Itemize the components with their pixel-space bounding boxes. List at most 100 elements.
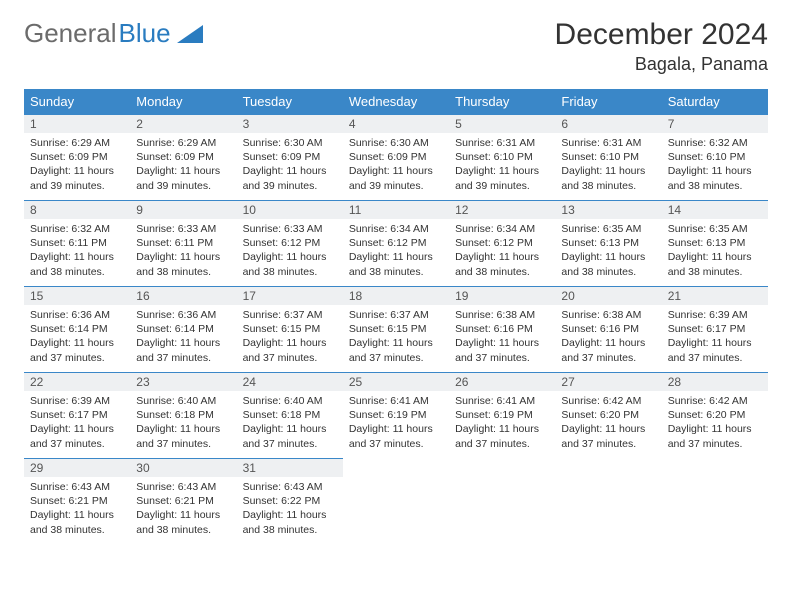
header: GeneralBlue December 2024 Bagala, Panama: [24, 18, 768, 75]
calendar-cell: 30Sunrise: 6:43 AMSunset: 6:21 PMDayligh…: [130, 459, 236, 545]
calendar-row: 29Sunrise: 6:43 AMSunset: 6:21 PMDayligh…: [24, 459, 768, 545]
day-info: Sunrise: 6:35 AMSunset: 6:13 PMDaylight:…: [662, 219, 768, 285]
day-number: 29: [24, 459, 130, 477]
calendar-cell: 23Sunrise: 6:40 AMSunset: 6:18 PMDayligh…: [130, 373, 236, 459]
day-info: Sunrise: 6:36 AMSunset: 6:14 PMDaylight:…: [24, 305, 130, 371]
day-info: Sunrise: 6:32 AMSunset: 6:11 PMDaylight:…: [24, 219, 130, 285]
calendar-cell: 6Sunrise: 6:31 AMSunset: 6:10 PMDaylight…: [555, 115, 661, 201]
day-info: Sunrise: 6:42 AMSunset: 6:20 PMDaylight:…: [555, 391, 661, 457]
calendar-row: 1Sunrise: 6:29 AMSunset: 6:09 PMDaylight…: [24, 115, 768, 201]
location-label: Bagala, Panama: [555, 54, 768, 75]
day-number: 6: [555, 115, 661, 133]
day-info: Sunrise: 6:41 AMSunset: 6:19 PMDaylight:…: [343, 391, 449, 457]
calendar-cell: [662, 459, 768, 545]
calendar-cell: 16Sunrise: 6:36 AMSunset: 6:14 PMDayligh…: [130, 287, 236, 373]
day-info: Sunrise: 6:33 AMSunset: 6:12 PMDaylight:…: [237, 219, 343, 285]
day-info: Sunrise: 6:43 AMSunset: 6:21 PMDaylight:…: [24, 477, 130, 543]
day-info: Sunrise: 6:30 AMSunset: 6:09 PMDaylight:…: [237, 133, 343, 199]
calendar-cell: 21Sunrise: 6:39 AMSunset: 6:17 PMDayligh…: [662, 287, 768, 373]
weekday-header: Wednesday: [343, 89, 449, 115]
day-info: Sunrise: 6:35 AMSunset: 6:13 PMDaylight:…: [555, 219, 661, 285]
calendar-cell: 26Sunrise: 6:41 AMSunset: 6:19 PMDayligh…: [449, 373, 555, 459]
day-number: 4: [343, 115, 449, 133]
calendar-cell: 13Sunrise: 6:35 AMSunset: 6:13 PMDayligh…: [555, 201, 661, 287]
day-number: 2: [130, 115, 236, 133]
calendar-cell: 28Sunrise: 6:42 AMSunset: 6:20 PMDayligh…: [662, 373, 768, 459]
calendar-row: 8Sunrise: 6:32 AMSunset: 6:11 PMDaylight…: [24, 201, 768, 287]
day-number: 15: [24, 287, 130, 305]
calendar-cell: [343, 459, 449, 545]
day-info: Sunrise: 6:42 AMSunset: 6:20 PMDaylight:…: [662, 391, 768, 457]
day-number: 10: [237, 201, 343, 219]
day-info: Sunrise: 6:31 AMSunset: 6:10 PMDaylight:…: [555, 133, 661, 199]
calendar-cell: 7Sunrise: 6:32 AMSunset: 6:10 PMDaylight…: [662, 115, 768, 201]
brand-part2: Blue: [119, 18, 171, 49]
day-number: 8: [24, 201, 130, 219]
calendar-cell: 1Sunrise: 6:29 AMSunset: 6:09 PMDaylight…: [24, 115, 130, 201]
calendar-cell: 27Sunrise: 6:42 AMSunset: 6:20 PMDayligh…: [555, 373, 661, 459]
day-number: 22: [24, 373, 130, 391]
calendar-cell: 22Sunrise: 6:39 AMSunset: 6:17 PMDayligh…: [24, 373, 130, 459]
day-info: Sunrise: 6:29 AMSunset: 6:09 PMDaylight:…: [130, 133, 236, 199]
weekday-header: Tuesday: [237, 89, 343, 115]
day-number: 9: [130, 201, 236, 219]
day-info: Sunrise: 6:41 AMSunset: 6:19 PMDaylight:…: [449, 391, 555, 457]
weekday-header: Sunday: [24, 89, 130, 115]
day-number: 12: [449, 201, 555, 219]
calendar-cell: 14Sunrise: 6:35 AMSunset: 6:13 PMDayligh…: [662, 201, 768, 287]
day-number: 23: [130, 373, 236, 391]
day-info: Sunrise: 6:30 AMSunset: 6:09 PMDaylight:…: [343, 133, 449, 199]
day-info: Sunrise: 6:31 AMSunset: 6:10 PMDaylight:…: [449, 133, 555, 199]
calendar-cell: 4Sunrise: 6:30 AMSunset: 6:09 PMDaylight…: [343, 115, 449, 201]
day-number: 28: [662, 373, 768, 391]
day-number: 7: [662, 115, 768, 133]
calendar-cell: 17Sunrise: 6:37 AMSunset: 6:15 PMDayligh…: [237, 287, 343, 373]
day-number: 13: [555, 201, 661, 219]
brand-triangle-icon: [177, 25, 203, 43]
weekday-header-row: SundayMondayTuesdayWednesdayThursdayFrid…: [24, 89, 768, 115]
day-number: 17: [237, 287, 343, 305]
calendar-body: 1Sunrise: 6:29 AMSunset: 6:09 PMDaylight…: [24, 115, 768, 545]
day-number: 21: [662, 287, 768, 305]
calendar-cell: 2Sunrise: 6:29 AMSunset: 6:09 PMDaylight…: [130, 115, 236, 201]
calendar-cell: [449, 459, 555, 545]
day-number: 20: [555, 287, 661, 305]
weekday-header: Thursday: [449, 89, 555, 115]
calendar-cell: 5Sunrise: 6:31 AMSunset: 6:10 PMDaylight…: [449, 115, 555, 201]
calendar-cell: 12Sunrise: 6:34 AMSunset: 6:12 PMDayligh…: [449, 201, 555, 287]
day-number: 14: [662, 201, 768, 219]
day-number: 25: [343, 373, 449, 391]
weekday-header: Friday: [555, 89, 661, 115]
day-info: Sunrise: 6:39 AMSunset: 6:17 PMDaylight:…: [24, 391, 130, 457]
day-number: 5: [449, 115, 555, 133]
day-info: Sunrise: 6:36 AMSunset: 6:14 PMDaylight:…: [130, 305, 236, 371]
day-number: 11: [343, 201, 449, 219]
month-title: December 2024: [555, 18, 768, 52]
calendar-cell: 18Sunrise: 6:37 AMSunset: 6:15 PMDayligh…: [343, 287, 449, 373]
day-number: 19: [449, 287, 555, 305]
day-number: 27: [555, 373, 661, 391]
weekday-header: Monday: [130, 89, 236, 115]
day-info: Sunrise: 6:37 AMSunset: 6:15 PMDaylight:…: [237, 305, 343, 371]
day-info: Sunrise: 6:40 AMSunset: 6:18 PMDaylight:…: [237, 391, 343, 457]
day-number: 26: [449, 373, 555, 391]
calendar-cell: [555, 459, 661, 545]
brand-part1: General: [24, 18, 117, 49]
day-info: Sunrise: 6:29 AMSunset: 6:09 PMDaylight:…: [24, 133, 130, 199]
calendar-cell: 25Sunrise: 6:41 AMSunset: 6:19 PMDayligh…: [343, 373, 449, 459]
calendar-cell: 10Sunrise: 6:33 AMSunset: 6:12 PMDayligh…: [237, 201, 343, 287]
day-info: Sunrise: 6:37 AMSunset: 6:15 PMDaylight:…: [343, 305, 449, 371]
day-number: 31: [237, 459, 343, 477]
day-info: Sunrise: 6:43 AMSunset: 6:21 PMDaylight:…: [130, 477, 236, 543]
calendar-cell: 29Sunrise: 6:43 AMSunset: 6:21 PMDayligh…: [24, 459, 130, 545]
calendar-cell: 31Sunrise: 6:43 AMSunset: 6:22 PMDayligh…: [237, 459, 343, 545]
calendar-row: 15Sunrise: 6:36 AMSunset: 6:14 PMDayligh…: [24, 287, 768, 373]
calendar-cell: 20Sunrise: 6:38 AMSunset: 6:16 PMDayligh…: [555, 287, 661, 373]
calendar-cell: 19Sunrise: 6:38 AMSunset: 6:16 PMDayligh…: [449, 287, 555, 373]
day-info: Sunrise: 6:39 AMSunset: 6:17 PMDaylight:…: [662, 305, 768, 371]
day-number: 18: [343, 287, 449, 305]
day-info: Sunrise: 6:38 AMSunset: 6:16 PMDaylight:…: [449, 305, 555, 371]
day-number: 24: [237, 373, 343, 391]
day-info: Sunrise: 6:43 AMSunset: 6:22 PMDaylight:…: [237, 477, 343, 543]
brand-logo: GeneralBlue: [24, 18, 203, 49]
